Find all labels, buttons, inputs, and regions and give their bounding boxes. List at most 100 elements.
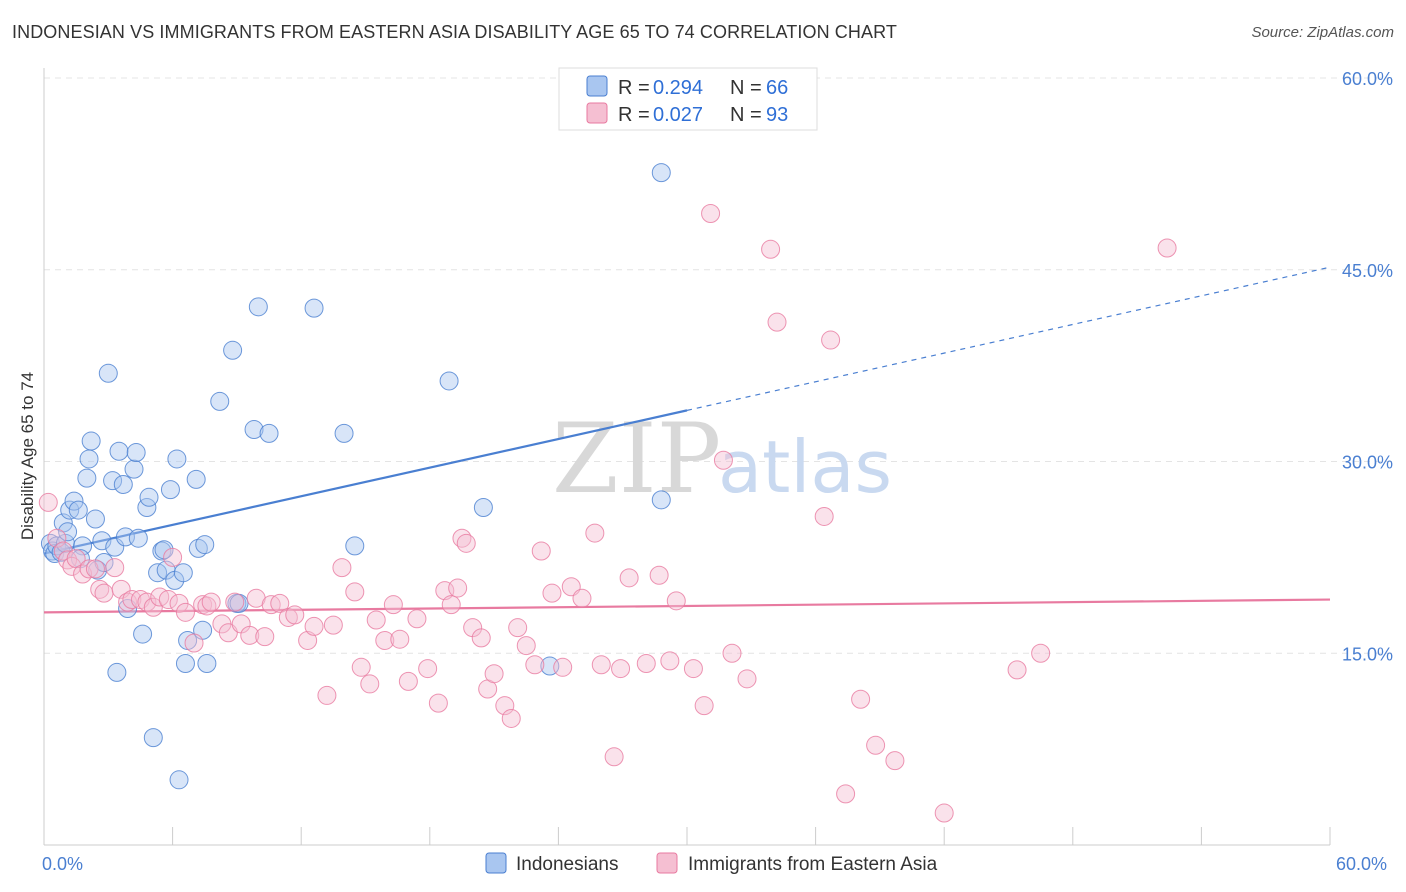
legend-n-value-blue: 66 — [766, 77, 788, 99]
y-tick-label: 30.0% — [1342, 453, 1393, 473]
data-point — [441, 595, 461, 615]
data-point — [398, 671, 418, 691]
data-point — [495, 696, 515, 716]
x-tick-label-max: 60.0% — [1336, 854, 1387, 874]
data-point — [304, 298, 324, 318]
data-point — [701, 204, 721, 224]
data-point — [572, 588, 592, 608]
data-point — [298, 630, 318, 650]
data-point — [210, 391, 230, 411]
legend-r-label-blue: R = — [618, 77, 655, 99]
data-point — [851, 689, 871, 709]
legend-bottom: Indonesians Immigrants from Eastern Asia — [485, 852, 938, 875]
data-point — [428, 693, 448, 713]
data-point — [270, 593, 290, 613]
data-point — [225, 592, 245, 612]
data-point — [103, 471, 123, 491]
data-point — [68, 500, 88, 520]
data-point — [317, 685, 337, 705]
data-point — [360, 674, 380, 694]
axes — [43, 68, 1331, 846]
data-point — [866, 735, 886, 755]
data-point — [525, 655, 545, 675]
data-point — [107, 662, 127, 682]
legend-n-value-pink: 93 — [766, 104, 788, 126]
data-point — [285, 605, 305, 625]
legend-n-label-blue: N = — [730, 77, 767, 99]
data-point — [323, 615, 343, 635]
trend-line — [43, 409, 688, 555]
data-point — [77, 468, 97, 488]
data-point — [105, 537, 125, 557]
data-point — [255, 627, 275, 647]
data-point — [591, 655, 611, 675]
data-point — [158, 590, 178, 610]
data-point — [351, 657, 371, 677]
data-point — [821, 330, 841, 350]
data-point — [1031, 643, 1051, 663]
legend-bottom-label-blue: Indonesians — [516, 854, 618, 875]
source-label: Source: ZipAtlas.com — [1251, 24, 1394, 41]
data-point — [175, 602, 195, 622]
data-point — [85, 509, 105, 529]
y-axis-label: Disability Age 65 to 74 — [18, 372, 37, 540]
data-point — [473, 498, 493, 518]
data-point — [38, 492, 58, 512]
data-point — [133, 624, 153, 644]
data-point — [126, 443, 146, 463]
data-point — [167, 449, 187, 469]
data-point — [553, 657, 573, 677]
legend-bottom-swatch-pink — [656, 852, 678, 874]
data-point — [223, 340, 243, 360]
data-point — [137, 592, 157, 612]
watermark-atlas: atlas — [718, 425, 892, 509]
data-point — [240, 625, 260, 645]
data-point — [761, 239, 781, 259]
data-point — [139, 487, 159, 507]
data-point — [186, 469, 206, 489]
data-point — [448, 578, 468, 598]
data-point — [1157, 238, 1177, 258]
data-point — [375, 630, 395, 650]
legend-r-value-blue: 0.294 — [653, 77, 703, 99]
data-point — [651, 490, 671, 510]
data-point — [531, 541, 551, 561]
data-point — [128, 528, 148, 548]
data-point — [163, 547, 183, 567]
data-point — [248, 297, 268, 317]
data-point — [169, 770, 189, 790]
data-point — [694, 696, 714, 716]
data-point — [516, 636, 536, 656]
legend-bottom-swatch-blue — [485, 852, 507, 874]
watermark-zip: ZIP — [552, 403, 721, 515]
data-point — [885, 751, 905, 771]
data-point — [366, 610, 386, 630]
x-tick-label-min: 0.0% — [42, 854, 83, 874]
data-point — [160, 480, 180, 500]
data-point — [484, 664, 504, 684]
data-point — [666, 591, 686, 611]
data-point — [143, 597, 163, 617]
data-point — [508, 618, 528, 638]
data-point — [175, 653, 195, 673]
data-point — [345, 582, 365, 602]
data-point — [85, 559, 105, 579]
data-point — [713, 450, 733, 470]
data-point — [418, 659, 438, 679]
data-point — [814, 506, 834, 526]
trend-line — [43, 598, 1331, 614]
data-point — [64, 491, 84, 511]
legend-r-value-pink: 0.027 — [653, 104, 703, 126]
data-point — [636, 653, 656, 673]
data-point — [81, 431, 101, 451]
data-point — [767, 312, 787, 332]
data-point — [407, 609, 427, 629]
data-point — [383, 595, 403, 615]
legend-bottom-label-pink: Immigrants from Eastern Asia — [688, 854, 938, 875]
data-point — [259, 423, 279, 443]
data-point — [501, 708, 521, 728]
y-tick-label: 15.0% — [1342, 644, 1393, 664]
data-point — [184, 633, 204, 653]
data-point — [58, 522, 78, 542]
